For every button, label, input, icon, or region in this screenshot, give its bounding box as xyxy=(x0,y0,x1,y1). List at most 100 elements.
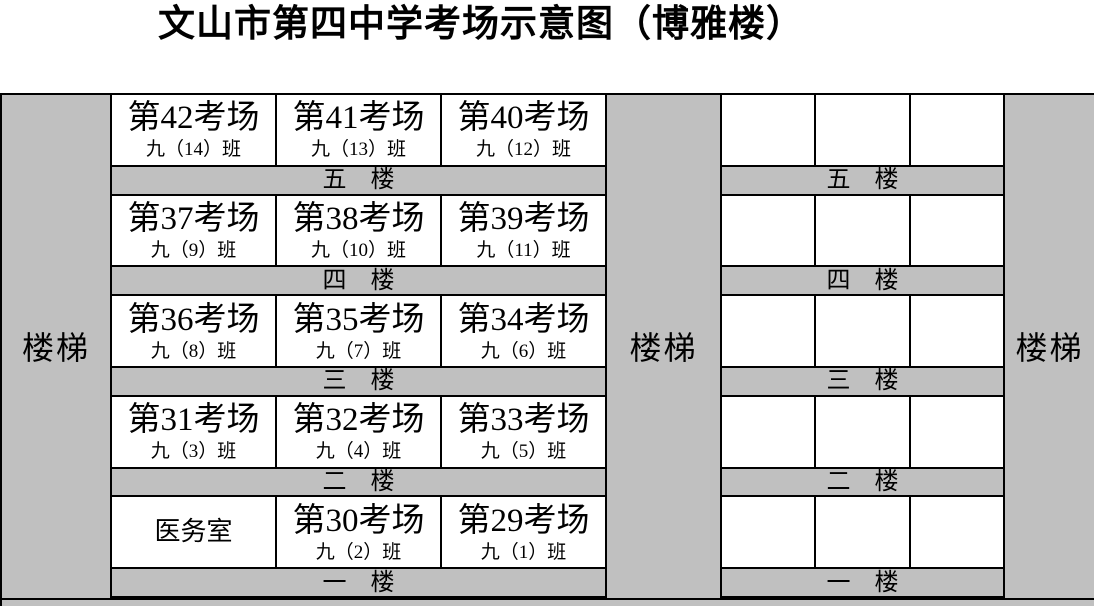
floor-label-bar: 一 楼 xyxy=(112,567,605,598)
room-row xyxy=(722,497,1003,568)
room-name: 第35考场 xyxy=(292,301,425,338)
exam-room-cell: 第41考场 九（13）班 xyxy=(277,95,442,165)
room-class-label: 九（5）班 xyxy=(480,441,567,463)
room-class-label: 九（1）班 xyxy=(480,541,567,563)
page-title: 文山市第四中学考场示意图（博雅楼） xyxy=(158,3,804,44)
room-name: 第39考场 xyxy=(457,201,590,237)
floor-label-bar: 二 楼 xyxy=(722,466,1003,498)
stairs-label: 楼梯 xyxy=(629,329,698,366)
exam-room-cell: 第31考场 九（3）班 xyxy=(112,396,277,467)
room-class-label: 九（3）班 xyxy=(150,441,237,463)
stairs-label: 楼梯 xyxy=(1015,329,1084,366)
empty-room-cell xyxy=(910,497,1003,568)
exam-room-cell: 第34考场 九（6）班 xyxy=(442,296,605,366)
floor-label-bar: 一 楼 xyxy=(722,567,1003,598)
exam-room-cell: 第36考场 九（8）班 xyxy=(112,296,277,366)
room-class-label: 九（14）班 xyxy=(145,139,241,161)
left-wing: 第42考场 九（14）班 第41考场 九（13）班 第40考场 九（12）班五 楼第37考… xyxy=(110,93,607,600)
floor-label-bar: 二 楼 xyxy=(112,466,605,498)
room-row xyxy=(722,95,1003,165)
room-name: 第40考场 xyxy=(457,100,590,137)
floor-label-bar: 五 楼 xyxy=(112,164,605,196)
empty-room-cell xyxy=(910,396,1003,467)
empty-room-cell xyxy=(816,195,911,266)
empty-room-cell xyxy=(722,95,817,165)
empty-room-cell xyxy=(816,296,911,366)
room-class-label: 九（4）班 xyxy=(315,441,402,463)
room-class-label: 九（9）班 xyxy=(150,240,237,261)
stairs-label: 楼梯 xyxy=(21,329,90,366)
room-row: 医务室 第30考场 九（2）班 第29考场 九（1）班 xyxy=(112,497,605,568)
empty-room-cell xyxy=(910,95,1003,165)
room-class-label: 九（2）班 xyxy=(315,541,402,563)
room-row: 第31考场 九（3）班 第32考场 九（4）班 第33考场 九（5）班 xyxy=(112,396,605,467)
room-name: 第36考场 xyxy=(127,301,260,338)
floor-label-bar: 四 楼 xyxy=(112,265,605,297)
room-class-label: 九（13）班 xyxy=(310,139,406,161)
room-name: 第30考场 xyxy=(292,502,425,539)
room-class-label: 九（11）班 xyxy=(476,240,571,261)
room-class-label: 九（10）班 xyxy=(310,240,406,261)
exam-room-cell: 第39考场九（11）班 xyxy=(442,195,605,266)
room-name: 第38考场 xyxy=(292,201,425,237)
room-name: 第37考场 xyxy=(127,201,260,237)
room-name: 第34考场 xyxy=(457,301,590,338)
room-name: 第33考场 xyxy=(457,402,590,439)
empty-room-cell xyxy=(816,396,911,467)
empty-room-cell xyxy=(910,296,1003,366)
exam-room-cell: 第42考场 九（14）班 xyxy=(112,95,277,165)
room-row xyxy=(722,296,1003,366)
room-row xyxy=(722,396,1003,467)
room-name: 第42考场 xyxy=(127,100,260,137)
building-diagram: 楼梯 第42考场 九（14）班 第41考场 九（13）班 第40考场 九（12）班五 楼第… xyxy=(0,93,1094,606)
empty-room-cell xyxy=(816,95,911,165)
room-name: 第32考场 xyxy=(292,402,425,439)
exam-room-cell: 第35考场 九（7）班 xyxy=(277,296,442,366)
exam-room-cell: 第38考场九（10）班 xyxy=(277,195,442,266)
room-class-label: 九（6）班 xyxy=(480,340,567,362)
stairs-column-middle: 楼梯 xyxy=(607,93,720,606)
empty-room-cell xyxy=(816,497,911,568)
empty-room-cell xyxy=(722,296,817,366)
floor-label-bar: 三 楼 xyxy=(112,366,605,397)
room-name: 第41考场 xyxy=(292,100,425,137)
room-name: 第29考场 xyxy=(457,502,590,539)
room-row: 第36考场 九（8）班 第35考场 九（7）班 第34考场 九（6）班 xyxy=(112,296,605,366)
floor-label-bar: 三 楼 xyxy=(722,366,1003,397)
room-name: 第31考场 xyxy=(127,402,260,439)
room-class-label: 九（12）班 xyxy=(475,139,571,161)
exam-room-cell: 第30考场 九（2）班 xyxy=(277,497,442,568)
empty-room-cell xyxy=(722,497,817,568)
exam-room-cell: 第32考场 九（4）班 xyxy=(277,396,442,467)
infirmary-cell: 医务室 xyxy=(112,497,277,568)
exam-room-cell: 第37考场九（9）班 xyxy=(112,195,277,266)
exam-room-cell: 第29考场 九（1）班 xyxy=(442,497,605,568)
empty-room-cell xyxy=(910,195,1003,266)
floor-label: 五 楼 xyxy=(322,167,395,194)
floor-label: 一 楼 xyxy=(826,569,899,596)
empty-room-cell xyxy=(722,195,817,266)
floor-label: 一 楼 xyxy=(322,569,395,596)
stairs-column-left: 楼梯 xyxy=(0,93,110,606)
stairs-column-right: 楼梯 xyxy=(1005,93,1094,606)
exam-room-cell: 第40考场 九（12）班 xyxy=(442,95,605,165)
floor-label-bar: 五 楼 xyxy=(722,164,1003,196)
floor-label: 三 楼 xyxy=(322,368,395,395)
room-row: 第37考场 九（9）班 第38考场 九（10）班 第39考场 九（11）班 xyxy=(112,195,605,266)
empty-room-cell xyxy=(722,396,817,467)
right-wing: 五 楼四 楼三 楼二 楼一 楼 xyxy=(720,93,1005,600)
floor-label: 三 楼 xyxy=(826,368,899,395)
room-class-label: 九（7）班 xyxy=(315,340,402,362)
room-name: 医务室 xyxy=(154,517,233,547)
room-row: 第42考场 九（14）班 第41考场 九（13）班 第40考场 九（12）班 xyxy=(112,95,605,165)
room-row xyxy=(722,195,1003,266)
floor-label: 五 楼 xyxy=(826,167,899,194)
floor-label: 二 楼 xyxy=(826,468,899,495)
floor-label: 四 楼 xyxy=(826,267,899,294)
room-class-label: 九（8）班 xyxy=(150,340,237,362)
floor-label-bar: 四 楼 xyxy=(722,265,1003,297)
floor-label: 二 楼 xyxy=(322,468,395,495)
exam-room-cell: 第33考场 九（5）班 xyxy=(442,396,605,467)
floor-label: 四 楼 xyxy=(322,267,395,294)
